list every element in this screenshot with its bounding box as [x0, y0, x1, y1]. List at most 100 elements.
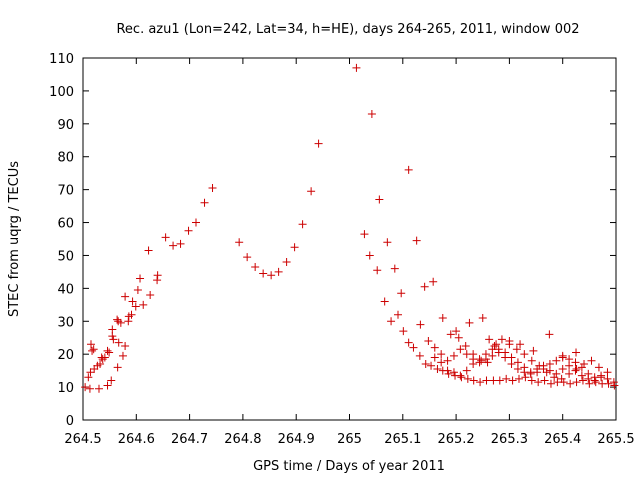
data-point [483, 358, 492, 367]
data-point [128, 297, 137, 306]
data-point [508, 376, 517, 385]
data-point [146, 290, 155, 299]
data-point [421, 360, 430, 369]
data-point [127, 310, 136, 319]
y-axis-label: STEC from uqrg / TECUs [7, 161, 22, 317]
data-point [449, 351, 458, 360]
y-tick: 100 [49, 85, 616, 100]
data-point [298, 220, 307, 229]
data-point [495, 376, 504, 385]
x-tick: 265.2 [437, 58, 475, 447]
data-point [86, 340, 95, 349]
data-point [565, 369, 574, 378]
data-point [235, 238, 244, 247]
plot-area: 264.5 264.6 264.7 264.8 264.9 265 265.1 265.2 26… [49, 52, 634, 447]
data-point [565, 361, 574, 370]
data-point [86, 368, 95, 377]
data-point [572, 348, 581, 357]
data-point [437, 358, 446, 367]
x-tick-label: 264.5 [64, 432, 101, 447]
y-tick: 40 [57, 282, 616, 297]
chart-title: Rec. azu1 (Lon=242, Lat=34, h=HE), days … [116, 22, 579, 37]
data-point [520, 363, 529, 372]
data-point [314, 139, 323, 148]
data-point [191, 218, 200, 227]
data-point [373, 266, 382, 275]
data-point [131, 302, 140, 311]
data-points [81, 63, 619, 393]
data-point [81, 383, 90, 392]
x-tick: 264.5 [64, 58, 102, 447]
data-point [169, 241, 178, 250]
data-point [94, 384, 103, 393]
data-point [526, 368, 535, 377]
data-point [105, 348, 114, 357]
data-point [415, 351, 424, 360]
data-point [352, 63, 361, 72]
data-point [139, 300, 148, 309]
data-point [477, 356, 486, 365]
x-axis: 264.5 264.6 264.7 264.8 264.9 265 265.1 265.2 26… [64, 58, 635, 447]
data-point [136, 274, 145, 283]
data-point [420, 282, 429, 291]
data-point [208, 183, 217, 192]
data-point [545, 366, 554, 375]
data-point [184, 226, 193, 235]
data-point [497, 335, 506, 344]
x-tick: 265.3 [491, 58, 528, 447]
data-point [533, 364, 542, 373]
data-point [433, 364, 442, 373]
data-point [290, 243, 299, 252]
data-point [98, 355, 107, 364]
y-tick: 80 [57, 151, 616, 166]
y-tick-label: 100 [49, 85, 74, 100]
data-point [578, 376, 587, 385]
data-point [449, 368, 458, 377]
data-point [476, 378, 485, 387]
y-tick-label: 0 [66, 414, 74, 429]
x-tick-label: 265 [337, 432, 362, 447]
data-point [577, 363, 586, 372]
data-point [559, 378, 568, 387]
y-tick-label: 90 [57, 118, 74, 133]
data-point [535, 361, 544, 370]
data-point [365, 251, 374, 260]
data-point [399, 327, 408, 336]
y-tick-label: 60 [57, 217, 74, 232]
data-point [412, 236, 421, 245]
data-point [457, 373, 466, 382]
data-point [367, 109, 376, 118]
data-point [534, 378, 543, 387]
data-point [133, 286, 142, 295]
data-point [550, 373, 559, 382]
data-point [609, 378, 618, 387]
data-point [360, 230, 369, 239]
x-tick-label: 264.7 [171, 432, 208, 447]
data-point [610, 381, 619, 390]
data-point [546, 379, 555, 388]
data-point [462, 366, 471, 375]
y-tick-label: 20 [57, 348, 74, 363]
data-point [507, 353, 516, 362]
data-point [577, 371, 586, 380]
y-tick-label: 70 [57, 184, 74, 199]
x-tick: 264.9 [278, 58, 315, 447]
data-point [482, 376, 491, 385]
data-point [558, 364, 567, 373]
data-point [161, 233, 170, 242]
data-point [527, 356, 536, 365]
data-point [427, 361, 436, 370]
data-point [103, 381, 112, 390]
data-point [452, 327, 461, 336]
y-tick-label: 40 [57, 282, 74, 297]
data-point [552, 356, 561, 365]
data-point [461, 341, 470, 350]
data-point [492, 340, 501, 349]
x-tick-label: 265.5 [597, 432, 634, 447]
data-point [558, 351, 567, 360]
data-point [571, 366, 580, 375]
data-point [591, 378, 600, 387]
data-point [116, 318, 125, 327]
x-tick: 265.5 [597, 58, 635, 447]
data-point [454, 333, 463, 342]
